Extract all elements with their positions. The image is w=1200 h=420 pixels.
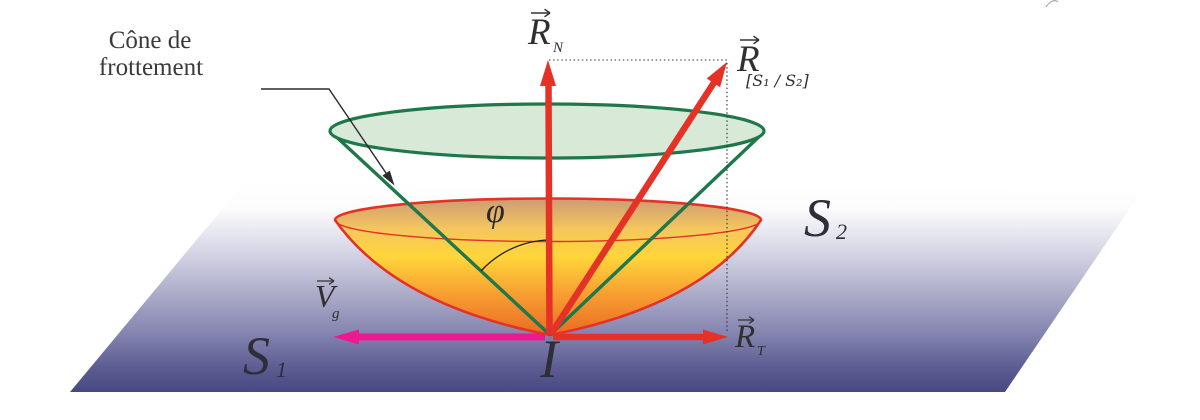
label-rt-sub: T (757, 344, 766, 359)
cone-left-edge (328, 129, 552, 337)
label-s1-base: S (243, 326, 270, 386)
label-s1-sub: 1 (276, 357, 287, 382)
caption-cone-de-frottement: Cône de frottement (99, 27, 203, 81)
vector-arrow-icon (317, 277, 335, 285)
tangential-reaction-arrow (553, 329, 728, 345)
sliding-velocity-arrow (333, 329, 545, 345)
label-s2-base: S (804, 188, 831, 248)
label-normal-reaction: R N (527, 8, 564, 56)
label-contact-point: I (539, 329, 561, 389)
label-tangential-reaction: R T (734, 316, 766, 359)
label-s2-sub: 2 (836, 219, 847, 244)
label-rn-sub: N (552, 40, 564, 56)
label-vg-base: V (315, 278, 338, 314)
vector-arrow-icon (740, 35, 760, 45)
label-vg-sub: g (332, 306, 340, 322)
caption-line-2: frottement (99, 54, 203, 81)
label-total-reaction: R [S₁ / S₂] (736, 35, 810, 90)
label-rs12-base: R (736, 39, 760, 80)
leader-arrowhead (382, 170, 395, 186)
label-rt-base: R (734, 319, 755, 355)
caption-leader-line (261, 88, 395, 186)
label-friction-angle: φ (486, 193, 505, 230)
label-solid-1: S 1 (243, 326, 287, 386)
caption-line-1: Cône de (109, 27, 192, 54)
label-rs12-sub: [S₁ / S₂] (746, 71, 810, 90)
normal-reaction-arrow (540, 60, 556, 336)
cropped-text-fragment (1045, 0, 1059, 8)
total-reaction-arrow (548, 62, 727, 336)
vector-arrow-icon (531, 8, 551, 18)
label-sliding-velocity: V g (315, 277, 340, 322)
friction-angle-arc (480, 239, 549, 272)
cone-right-edge (548, 130, 766, 337)
construction-lines (549, 59, 728, 333)
label-solid-2: S 2 (804, 188, 847, 248)
label-rn-base: R (527, 12, 551, 53)
vector-arrow-icon (738, 316, 755, 324)
